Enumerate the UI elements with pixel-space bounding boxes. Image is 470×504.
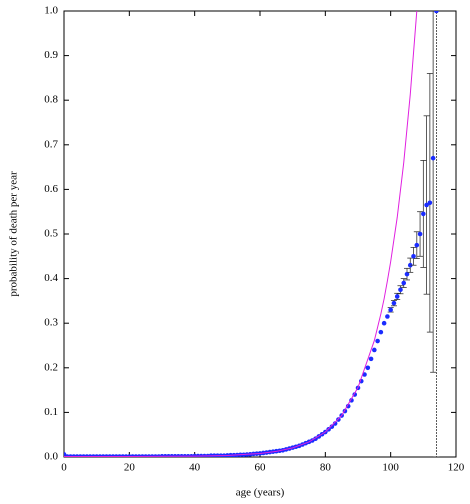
- data-point: [385, 314, 390, 319]
- y-tick-label: 0.2: [44, 361, 58, 373]
- data-point: [421, 211, 426, 217]
- y-tick-label: 0.4: [44, 272, 58, 284]
- y-tick-label: 0.0: [44, 451, 58, 463]
- data-point: [381, 320, 387, 326]
- y-tick-label: 0.7: [44, 138, 58, 150]
- data-point: [329, 424, 335, 429]
- data-point: [375, 338, 380, 344]
- y-tick-label: 1.0: [44, 5, 58, 17]
- fit-curve: [64, 11, 418, 457]
- data-point: [434, 11, 439, 14]
- y-tick-label: 0.6: [44, 183, 58, 195]
- data-point: [404, 271, 410, 277]
- x-tick-label: 100: [382, 462, 399, 474]
- x-tick-label: 80: [320, 462, 332, 474]
- plot-frame: [63, 10, 457, 458]
- y-tick-label: 0.1: [44, 406, 58, 418]
- data-point: [378, 329, 384, 335]
- data-point: [411, 253, 416, 259]
- data-point: [388, 307, 393, 313]
- x-axis-label: age (years): [236, 487, 285, 499]
- data-point: [345, 403, 351, 409]
- y-axis-label: probability of death per year: [8, 171, 20, 297]
- data-point: [372, 347, 377, 353]
- y-tick-label: 0.8: [44, 94, 58, 106]
- data-point: [407, 262, 413, 268]
- x-tick-label: 20: [124, 462, 136, 474]
- data-point: [398, 287, 403, 293]
- x-tick-label: 120: [448, 462, 465, 474]
- plot-area: [64, 11, 440, 457]
- data-point: [365, 365, 371, 371]
- data-point: [401, 280, 407, 286]
- data-point: [430, 155, 436, 161]
- y-tick-label: 0.3: [44, 317, 58, 329]
- y-tick-label: 0.9: [44, 49, 58, 61]
- data-point: [424, 202, 429, 208]
- data-point: [427, 200, 433, 206]
- data-point: [414, 242, 420, 248]
- data-point: [417, 231, 423, 237]
- data-point: [391, 300, 397, 306]
- x-tick-label: 60: [255, 462, 267, 474]
- data-point: [332, 421, 338, 426]
- y-tick-label: 0.5: [44, 228, 58, 240]
- data-point: [394, 294, 400, 299]
- x-tick-label: 0: [61, 462, 67, 474]
- data-point: [368, 356, 374, 362]
- x-tick-label: 40: [189, 462, 201, 474]
